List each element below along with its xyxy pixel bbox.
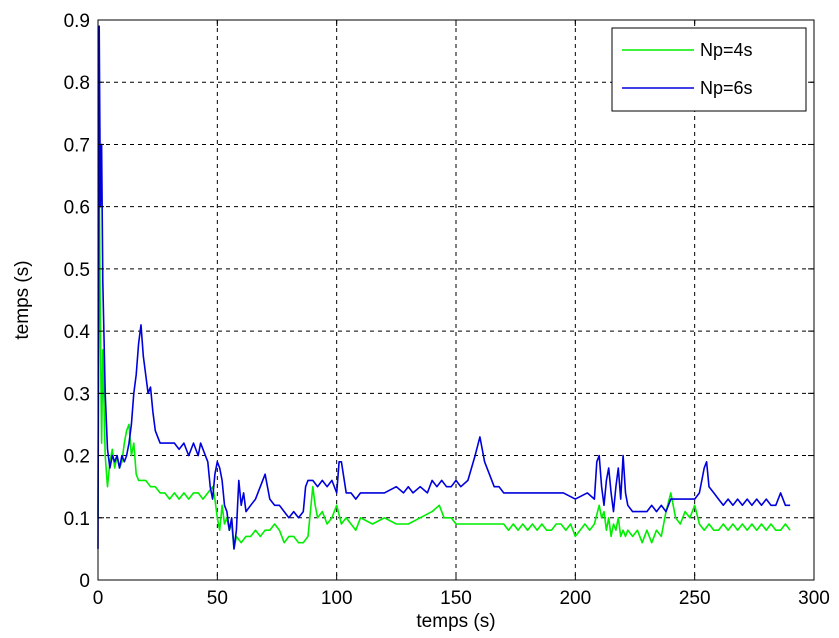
x-tick-label: 50 xyxy=(207,588,228,609)
x-tick-label: 150 xyxy=(440,588,472,609)
y-axis-label: temps (s) xyxy=(12,260,33,339)
series-line-np6 xyxy=(97,25,791,550)
y-tick-label: 0.7 xyxy=(64,135,90,156)
x-tick-label: 200 xyxy=(559,588,591,609)
y-tick-label: 0.5 xyxy=(64,260,90,281)
y-tick-label: 0.3 xyxy=(64,384,90,405)
tick-labels: 0 50 100 150 200 250 300 0 0.1 0.2 0.3 0.4 0.5 0.6 0.7… xyxy=(64,11,830,609)
y-tick-label: 0.6 xyxy=(64,198,90,219)
x-tick-label: 250 xyxy=(679,588,711,609)
y-tick-label: 0.2 xyxy=(64,447,90,468)
y-tick-label: 0.8 xyxy=(64,73,90,94)
y-tick-label: 0.9 xyxy=(64,11,90,32)
y-tick-label: 0.4 xyxy=(64,322,91,343)
y-tick-label: 0.1 xyxy=(64,509,90,530)
x-tick-label: 100 xyxy=(321,588,353,609)
legend: Np=4s Np=6s xyxy=(611,27,807,112)
x-tick-label: 300 xyxy=(798,588,830,609)
x-tick-label: 0 xyxy=(93,588,104,609)
series-line-np4 xyxy=(97,174,791,550)
x-axis-label: temps (s) xyxy=(416,611,495,632)
legend-label-np4: Np=4s xyxy=(700,40,753,60)
axis-ticks xyxy=(97,19,815,581)
legend-label-np6: Np=6s xyxy=(700,78,753,98)
y-tick-label: 0 xyxy=(79,571,90,592)
legend-box xyxy=(611,27,807,112)
series-group xyxy=(97,25,791,550)
